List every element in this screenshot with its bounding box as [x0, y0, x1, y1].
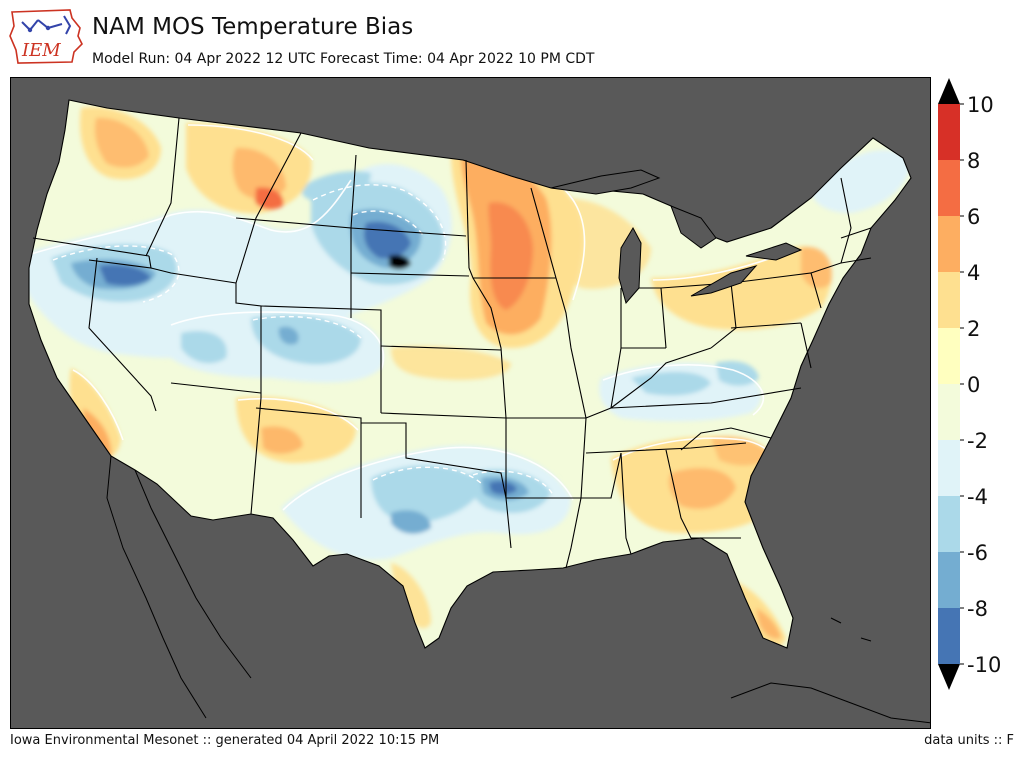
- colorbar-tick: -2: [967, 429, 988, 453]
- logo-text: IEM: [21, 40, 61, 61]
- iem-logo: IEM: [8, 6, 86, 66]
- footer-units: data units :: F: [924, 733, 1014, 748]
- page-subtitle: Model Run: 04 Apr 2022 12 UTC Forecast T…: [92, 51, 595, 67]
- colorbar-bin-6: [938, 440, 960, 496]
- colorbar-under-arrow: [938, 664, 960, 690]
- colorbar-tick: -4: [967, 485, 988, 509]
- colorbar-tick: 6: [967, 205, 980, 229]
- colorbar: 10 8 6 4 2 0 -2 -4 -6 -8 -10: [935, 76, 1024, 692]
- colorbar-tick: 2: [967, 317, 980, 341]
- colorbar-bin-7: [938, 496, 960, 552]
- colorbar-bin-1: [938, 160, 960, 216]
- colorbar-tick: -10: [967, 653, 1001, 677]
- coastline-mexico: [106, 455, 930, 724]
- colorbar-bin-2: [938, 216, 960, 272]
- colorbar-tick: 8: [967, 149, 980, 173]
- colorbar-bin-5: [938, 384, 960, 440]
- colorbar-bin-8: [938, 552, 960, 608]
- colorbar-tick: 10: [967, 93, 994, 117]
- colorbar-tick: 0: [967, 373, 980, 397]
- colorbar-over-arrow: [938, 78, 960, 104]
- colorbar-bin-4: [938, 328, 960, 384]
- state-borders: [28, 99, 912, 649]
- great-lakes: [550, 169, 803, 305]
- page-title: NAM MOS Temperature Bias: [92, 14, 414, 40]
- temperature-bias-map[interactable]: [10, 77, 931, 729]
- iowa-logo-icon: IEM: [9, 9, 83, 64]
- colorbar-tick: -8: [967, 597, 988, 621]
- colorbar-svg: 10 8 6 4 2 0 -2 -4 -6 -8 -10: [938, 78, 1001, 690]
- colorbar-tick: 4: [967, 261, 980, 285]
- footer-credit: Iowa Environmental Mesonet :: generated …: [10, 733, 440, 748]
- colorbar-tick: -6: [967, 541, 988, 565]
- colorbar-bin-3: [938, 272, 960, 328]
- map-canvas: [11, 78, 930, 728]
- colorbar-bin-0: [938, 104, 960, 160]
- colorbar-bin-9: [938, 608, 960, 664]
